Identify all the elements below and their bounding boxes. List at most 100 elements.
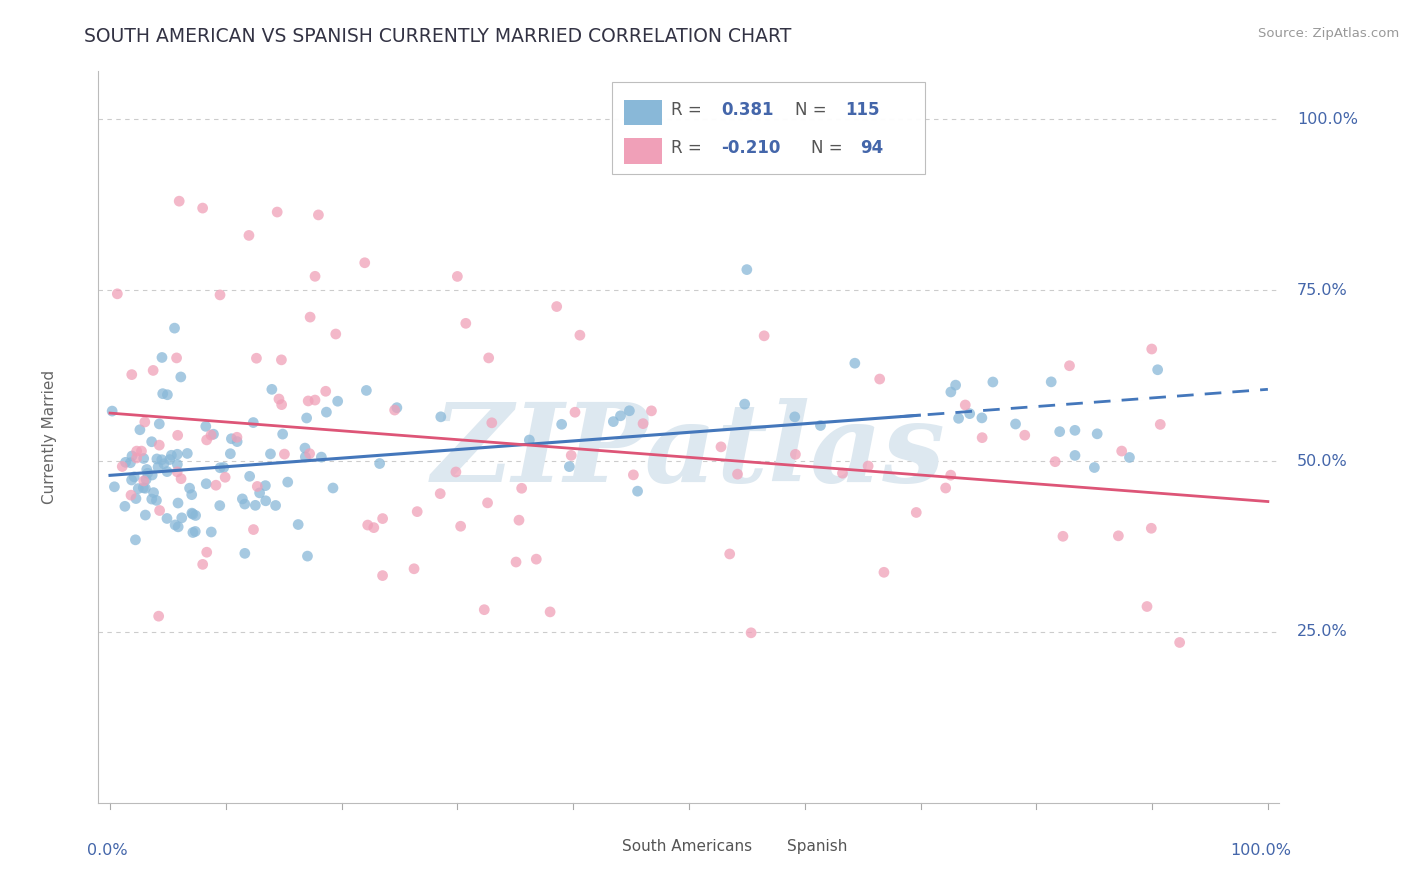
Point — [202, 427, 225, 442]
Point — [195, 476, 218, 491]
Point — [935, 481, 957, 495]
Point — [150, 452, 173, 467]
Text: 100.0%: 100.0% — [1230, 843, 1291, 858]
Point — [873, 566, 896, 580]
Text: R =: R = — [671, 101, 707, 120]
Point — [166, 465, 188, 479]
Point — [297, 549, 319, 563]
Text: N =: N = — [796, 101, 832, 120]
Point — [869, 372, 891, 386]
Point — [524, 552, 547, 566]
Point — [1059, 359, 1081, 373]
Text: 0.381: 0.381 — [721, 101, 773, 120]
Point — [180, 488, 202, 502]
Point — [246, 479, 269, 493]
Point — [538, 605, 561, 619]
Point — [180, 506, 202, 520]
Point — [478, 351, 501, 365]
Point — [146, 452, 169, 467]
Point — [124, 533, 146, 547]
Text: N =: N = — [811, 139, 848, 157]
Point — [242, 523, 264, 537]
Point — [166, 447, 188, 461]
Point — [270, 352, 292, 367]
Point — [1052, 529, 1074, 543]
Point — [735, 262, 758, 277]
Point — [325, 326, 347, 341]
Point — [249, 486, 271, 500]
Point — [353, 256, 375, 270]
Point — [114, 455, 136, 469]
Point — [1043, 455, 1066, 469]
FancyBboxPatch shape — [612, 82, 925, 174]
Point — [905, 506, 928, 520]
Point — [121, 473, 143, 487]
Point — [357, 518, 380, 533]
Point — [322, 481, 344, 495]
Point — [311, 450, 333, 464]
Point — [621, 467, 644, 482]
Point — [125, 450, 148, 465]
Point — [195, 433, 218, 447]
Point — [145, 493, 167, 508]
Point — [170, 370, 193, 384]
Point — [558, 459, 581, 474]
Point — [972, 431, 994, 445]
Point — [254, 493, 277, 508]
Text: South Americans: South Americans — [621, 839, 752, 855]
Point — [568, 328, 591, 343]
Point — [205, 478, 228, 492]
Text: Source: ZipAtlas.com: Source: ZipAtlas.com — [1258, 27, 1399, 40]
Point — [298, 447, 321, 461]
Point — [783, 409, 806, 424]
Point — [242, 416, 264, 430]
Point — [233, 497, 256, 511]
Point — [856, 458, 879, 473]
Text: 25.0%: 25.0% — [1298, 624, 1348, 640]
Point — [371, 511, 394, 525]
Point — [1064, 449, 1087, 463]
Point — [194, 419, 217, 434]
Point — [1064, 423, 1087, 437]
Point — [287, 517, 309, 532]
Point — [166, 428, 188, 442]
Point — [184, 508, 207, 523]
Point — [326, 394, 349, 409]
Point — [270, 398, 292, 412]
Point — [1083, 460, 1105, 475]
Point — [959, 407, 981, 421]
Text: 0.0%: 0.0% — [87, 843, 127, 858]
Point — [546, 300, 568, 314]
Point — [939, 384, 962, 399]
Point — [450, 519, 472, 533]
Point — [146, 460, 169, 475]
Point — [710, 440, 733, 454]
FancyBboxPatch shape — [624, 100, 662, 126]
Point — [510, 481, 533, 495]
Point — [105, 286, 128, 301]
Point — [103, 480, 125, 494]
Point — [221, 432, 243, 446]
Point — [245, 499, 267, 513]
Point — [191, 558, 214, 572]
Point — [239, 469, 262, 483]
Point — [125, 491, 148, 506]
Point — [304, 392, 326, 407]
Point — [125, 444, 148, 458]
Text: 115: 115 — [845, 101, 879, 120]
Point — [429, 486, 451, 500]
Point — [148, 438, 170, 452]
Point — [233, 546, 256, 560]
Point — [955, 398, 977, 412]
Point — [727, 467, 749, 482]
Point — [472, 603, 495, 617]
Point — [131, 444, 153, 458]
Point — [153, 457, 176, 471]
Point — [609, 409, 631, 423]
Point — [295, 411, 318, 425]
Point — [273, 447, 295, 461]
Point — [1136, 599, 1159, 614]
Point — [132, 451, 155, 466]
Point — [170, 511, 193, 525]
FancyBboxPatch shape — [752, 836, 782, 857]
